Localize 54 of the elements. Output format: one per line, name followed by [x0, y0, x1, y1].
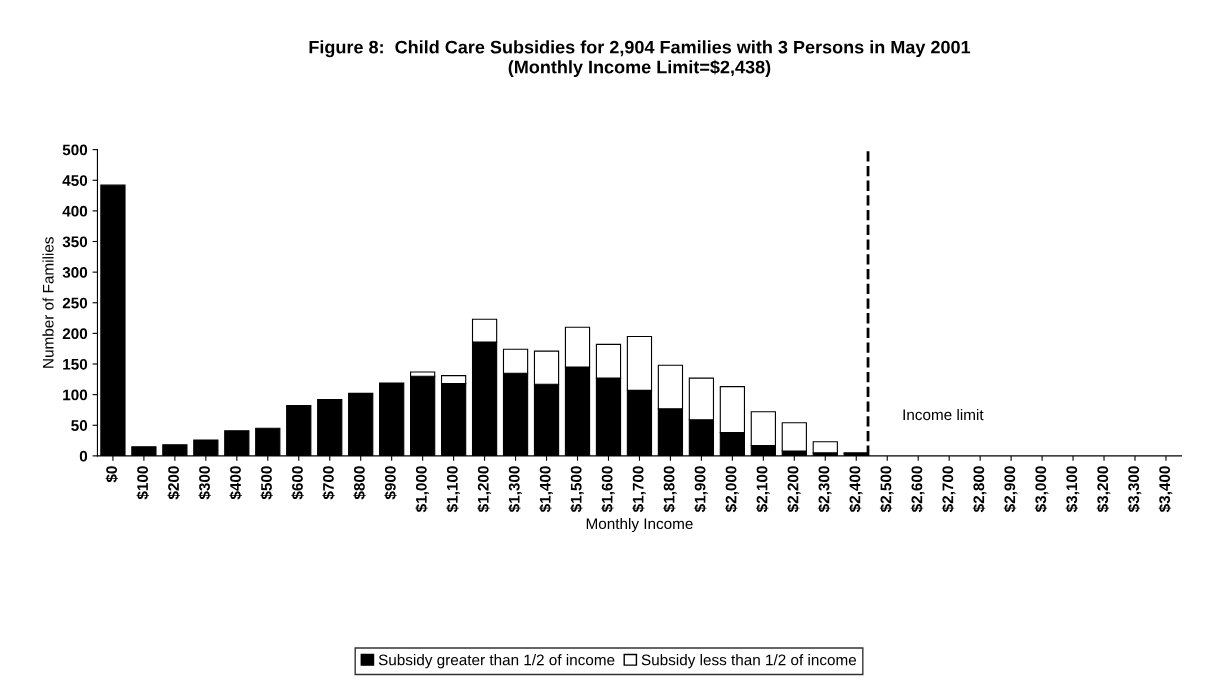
x-axis-title: Monthly Income	[586, 517, 693, 533]
x-tick-label: $1,100	[446, 466, 460, 513]
x-tick-label: $3,100	[1065, 466, 1080, 513]
y-tick-label: 150	[63, 358, 88, 370]
x-tick-label: $2,200	[786, 466, 801, 513]
bar	[812, 441, 838, 454]
x-tick-label: $3,300	[1127, 466, 1142, 513]
x-tick-label: $2,900	[1003, 466, 1018, 513]
x-tick-label: $2,500	[879, 466, 894, 513]
y-tick-label: 200	[62, 328, 88, 340]
x-tick-label: $3,200	[1096, 466, 1111, 513]
bar	[781, 422, 807, 452]
legend-label: Subsidy less than 1/2 of income	[641, 654, 857, 669]
x-tick-label: $1,500	[570, 466, 584, 513]
x-tick-label: $1,400	[539, 466, 553, 513]
ref-line-label: Income limit	[903, 408, 984, 421]
y-tick-label: 250	[62, 297, 88, 309]
y-tick-label: 50	[71, 420, 88, 431]
x-tick-label: $300	[198, 466, 211, 500]
y-tick-label: 300	[62, 267, 88, 278]
y-tick-label: 350	[62, 236, 88, 248]
x-tick-label: $400	[229, 466, 242, 500]
x-tick-label: $2,100	[755, 466, 770, 513]
x-tick-label: $200	[167, 466, 180, 500]
x-tick-label: $1,600	[601, 466, 615, 513]
x-tick-label: $900	[384, 466, 397, 500]
y-axis-title: Number of Families	[42, 237, 54, 368]
y-tick-label: 500	[62, 144, 88, 156]
x-tick-label: $1,000	[415, 466, 429, 513]
x-tick-label: $800	[353, 466, 366, 500]
x-tick-label: $700	[322, 466, 335, 500]
x-tick-label: $500	[260, 466, 273, 500]
x-tick-label: $1,900	[694, 466, 708, 513]
x-tick-label: $100	[136, 466, 149, 500]
x-tick-label: $1,700	[632, 466, 646, 513]
x-tick-label: $2,600	[910, 466, 925, 513]
x-tick-label: $2,000	[724, 466, 739, 513]
x-tick-label: $0	[105, 466, 119, 483]
x-tick-label: $1,300	[508, 466, 522, 513]
x-tick-label: $3,000	[1034, 466, 1049, 513]
x-tick-label: $3,400	[1158, 466, 1173, 513]
chart-title: Figure 8: Child Care Subsidies for 2,904 Families with 3 Persons in May 2001 (Monthly Income Limit=$2,438)	[309, 40, 971, 77]
x-tick-label: $1,800	[663, 466, 677, 513]
x-tick-label: $2,800	[972, 466, 987, 513]
x-tick-label: $1,200	[477, 466, 491, 513]
y-tick-label: 0	[79, 450, 88, 462]
x-tick-label: $2,700	[941, 466, 956, 513]
x-tick-label: $600	[291, 466, 304, 500]
y-tick-label: 400	[62, 205, 88, 217]
x-tick-label: $2,300	[817, 466, 832, 513]
legend-label: Subsidy greater than 1/2 of income	[378, 654, 615, 669]
y-tick-label: 100	[63, 389, 88, 401]
y-tick-label: 450	[62, 175, 88, 186]
x-tick-label: $2,400	[848, 466, 863, 513]
